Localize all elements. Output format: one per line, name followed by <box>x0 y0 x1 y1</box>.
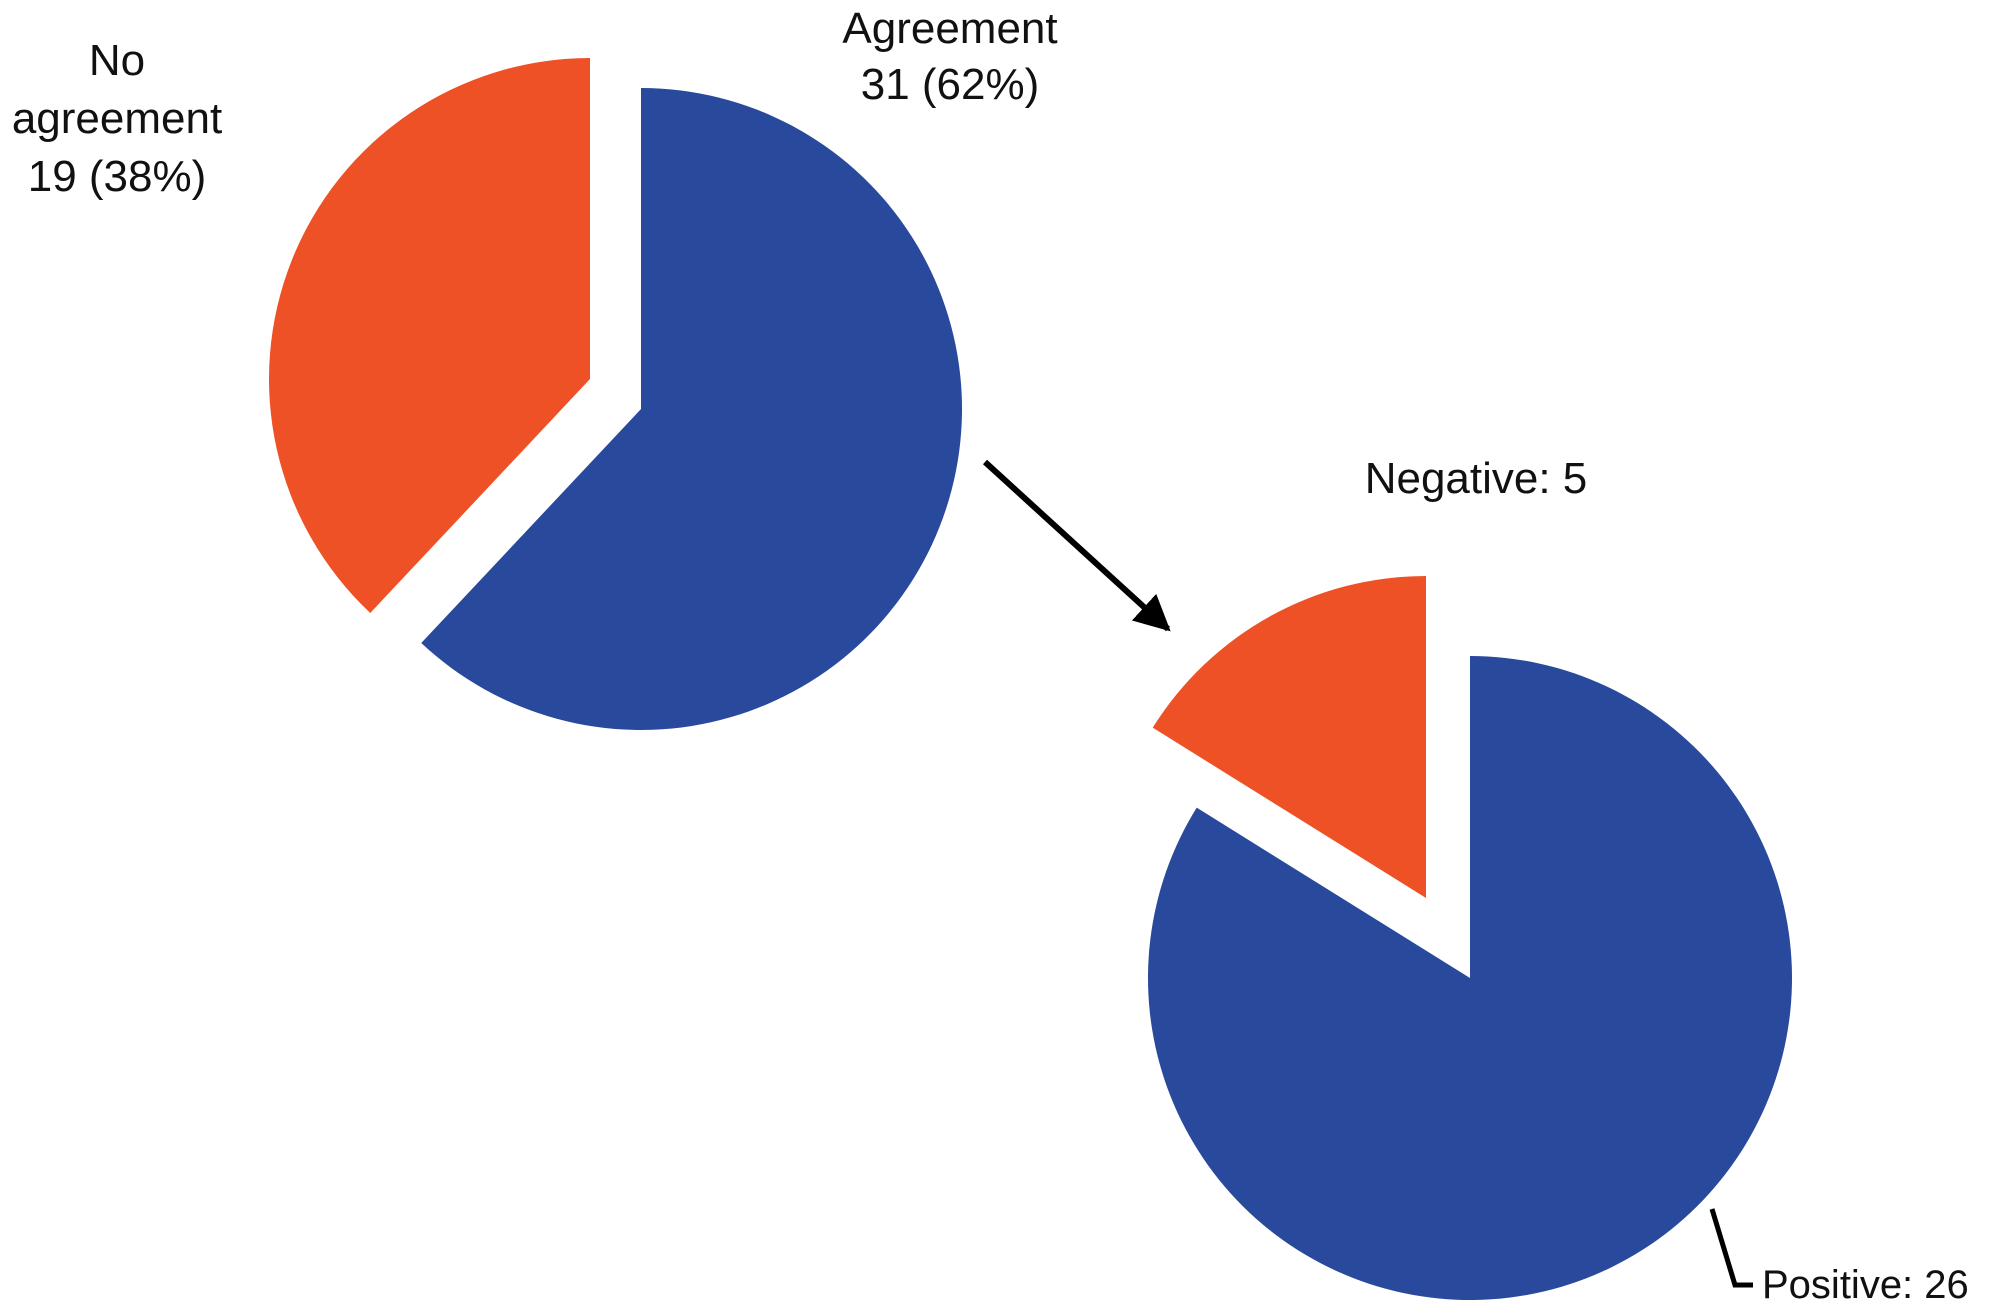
slice-label: No agreement <box>11 36 223 143</box>
pie-slice <box>421 88 962 730</box>
pie-slice <box>1148 656 1792 1300</box>
leader-line <box>1709 1208 1753 1288</box>
pie-slice <box>269 58 590 613</box>
arrow <box>982 459 1171 632</box>
slice-label: Agreement <box>842 4 1058 53</box>
value-label: 31 (62%) <box>860 60 1040 109</box>
pie-slice <box>1152 576 1426 898</box>
value-label: 19 (38%) <box>27 152 207 201</box>
value-label: Negative: 5 <box>1364 454 1588 503</box>
value-label: Positive: 26 <box>1762 1263 1969 1307</box>
